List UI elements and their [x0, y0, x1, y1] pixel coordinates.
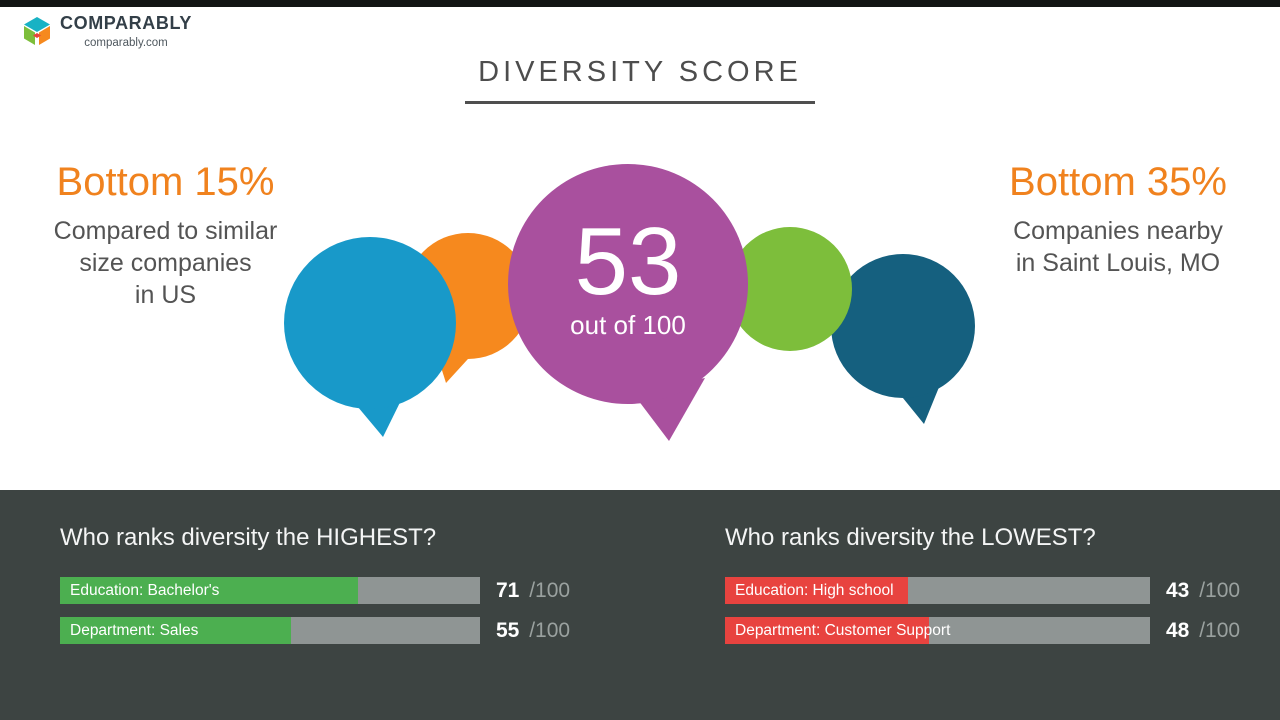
- callout-left-line: in US: [134, 281, 197, 309]
- bar-row: Department: Customer Support 48 /100: [725, 617, 1265, 644]
- purple-bubble-tail: [632, 378, 705, 441]
- bar-score: 48 /100: [1166, 619, 1240, 643]
- bar-score-value: 48: [1166, 618, 1190, 642]
- bar-label: Education: Bachelor's: [70, 582, 220, 599]
- highest-ranking-section: Who ranks diversity the HIGHEST? Educati…: [60, 524, 640, 657]
- bar-row: Education: Bachelor's 71 /100: [60, 577, 640, 604]
- bar-score-denominator: /100: [529, 578, 571, 602]
- bar-label: Department: Customer Support: [735, 622, 951, 639]
- comparably-logo: COMPARABLY comparably.com: [22, 13, 193, 49]
- bar-score-value: 71: [496, 578, 520, 602]
- callout-left-headline: Bottom 15%: [56, 160, 275, 204]
- bar-score-value: 43: [1166, 578, 1190, 602]
- bar-fill: [60, 617, 291, 644]
- bar-fill: [60, 577, 359, 604]
- callout-right-line: Companies nearby: [1013, 217, 1223, 245]
- bar-label: Education: High school: [735, 582, 894, 599]
- bar-score-denominator: /100: [1199, 618, 1241, 642]
- comparably-logo-icon: [24, 17, 50, 45]
- callout-right-line: in Saint Louis, MO: [1015, 249, 1221, 277]
- bar-label: Department: Sales: [70, 622, 199, 639]
- bar-fill: [725, 577, 908, 604]
- bar-row: Department: Sales 55 /100: [60, 617, 640, 644]
- bar-row: Education: High school 43 /100: [725, 577, 1265, 604]
- callout-similar-companies: Bottom 15% Compared to similar size comp…: [18, 160, 313, 311]
- teal-bubble-tail: [342, 378, 412, 437]
- page-title: DIVERSITY SCORE: [478, 56, 802, 88]
- orange-bubble-tail: [430, 332, 478, 383]
- bar-track: Department: Customer Support: [725, 617, 1150, 644]
- bar-track: Department: Sales: [60, 617, 480, 644]
- logo-text: COMPARABLY comparably.com: [60, 13, 193, 49]
- callout-right-headline: Bottom 35%: [1009, 160, 1227, 204]
- callout-nearby-companies: Bottom 35% Companies nearby in Saint Lou…: [968, 160, 1268, 279]
- highest-section-title: Who ranks diversity the HIGHEST?: [60, 524, 437, 551]
- brand-url: comparably.com: [84, 36, 168, 49]
- bar-fill: [725, 617, 929, 644]
- bar-score: 71 /100: [496, 579, 570, 603]
- callout-left-line: Compared to similar: [53, 217, 278, 245]
- diversity-score-display: 53 out of 100: [508, 214, 748, 341]
- navy-bubble: [831, 254, 975, 398]
- bar-score-denominator: /100: [1199, 578, 1241, 602]
- bar-score-denominator: /100: [529, 618, 571, 642]
- lowest-section-title: Who ranks diversity the LOWEST?: [725, 524, 1096, 551]
- top-letterbox-strip: [0, 0, 1280, 7]
- score-value: 53: [574, 208, 682, 315]
- bar-track: Education: High school: [725, 577, 1150, 604]
- navy-bubble-tail: [890, 370, 946, 424]
- lowest-ranking-section: Who ranks diversity the LOWEST? Educatio…: [725, 524, 1265, 657]
- bar-score: 55 /100: [496, 619, 570, 643]
- bar-score-value: 55: [496, 618, 520, 642]
- bar-score: 43 /100: [1166, 579, 1240, 603]
- rankings-panel: Who ranks diversity the HIGHEST? Educati…: [0, 490, 1280, 720]
- callout-left-line: size companies: [79, 249, 252, 277]
- title-underline: [465, 101, 815, 104]
- brand-name: COMPARABLY: [60, 13, 193, 33]
- score-caption: out of 100: [570, 310, 686, 340]
- bar-track: Education: Bachelor's: [60, 577, 480, 604]
